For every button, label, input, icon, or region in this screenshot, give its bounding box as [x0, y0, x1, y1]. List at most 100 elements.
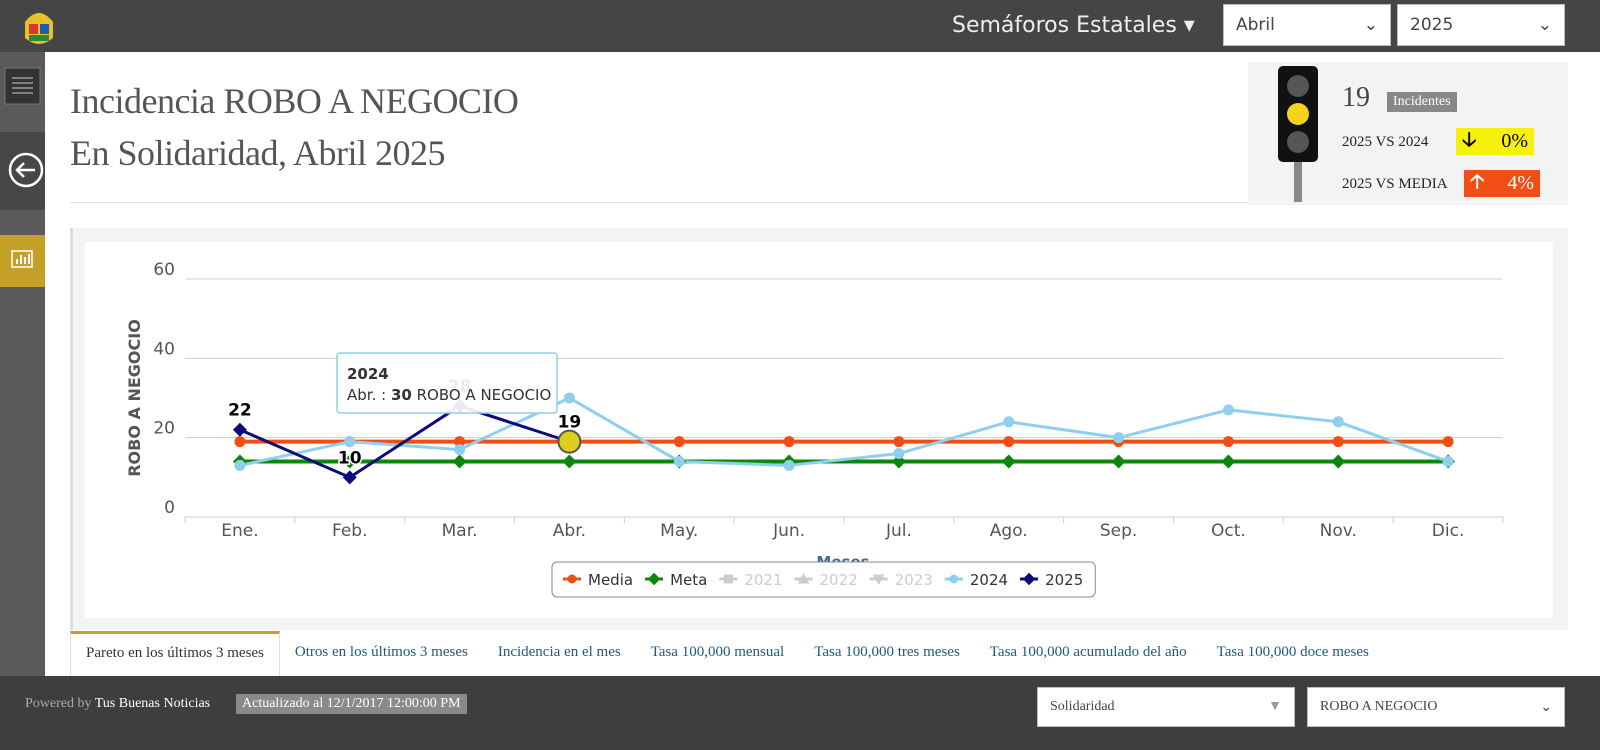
tab[interactable]: Incidencia en el mes: [497, 644, 621, 660]
data-point: [893, 448, 905, 460]
data-point: [1001, 454, 1016, 469]
top-bar: Semáforos Estatales ▾ Abril ⌄ 2025 ⌄: [0, 0, 1600, 52]
data-point: [234, 436, 246, 448]
legend: Media Meta 2021 2022 2023 2024 2025: [551, 561, 1096, 598]
y-tick-label: 40: [153, 339, 175, 359]
crime-select[interactable]: ROBO A NEGOCIO ⌄: [1307, 687, 1565, 727]
legend-label: 2021: [744, 571, 782, 589]
tab[interactable]: Pareto en los últimos 3 meses: [70, 631, 280, 676]
data-point: [1222, 436, 1234, 448]
chart-button[interactable]: [0, 235, 45, 287]
data-point: [1003, 416, 1015, 428]
y-tick-label: 60: [153, 260, 175, 280]
data-point: [1442, 436, 1454, 448]
tooltip: 2024 Abr. : 30 ROBO A NEGOCIO: [336, 352, 558, 414]
data-point: [454, 436, 466, 448]
data-point: [342, 470, 357, 485]
tab[interactable]: Otros en los últimos 3 meses: [294, 644, 468, 660]
y-axis-label: ROBO A NEGOCIO: [125, 319, 144, 477]
subtitle: En Solidaridad, Abril 2025: [70, 133, 445, 173]
chart-card: 0 20 40 60 Ene. Feb. Mar. Abr. May. Jun. Jul. Ago. S…: [85, 242, 1553, 618]
legend-label: 2024: [970, 571, 1008, 589]
x-tick-label: Dic.: [1432, 521, 1465, 541]
tooltip-part: Abr.: [347, 386, 376, 404]
chart: 0 20 40 60 Ene. Feb. Mar. Abr. May. Jun. Jul. Ago. S…: [125, 260, 1504, 598]
data-point: [452, 454, 467, 469]
menu-button[interactable]: [4, 67, 41, 105]
place-select[interactable]: Solidaridad ▼: [1037, 687, 1295, 727]
legend-label: 2025: [1045, 571, 1083, 589]
vs-prev-label: 2025 VS 2024: [1342, 134, 1429, 150]
selected-point: [557, 429, 582, 454]
sidebar-icons: [0, 67, 45, 287]
tab[interactable]: Tasa 100,000 doce meses: [1216, 644, 1369, 660]
data-point: [232, 422, 247, 437]
data-point: [673, 436, 685, 448]
x-tick-label: Oct.: [1211, 521, 1246, 541]
x-tick-label: Sep.: [1100, 521, 1137, 541]
data-label: 19: [558, 413, 582, 433]
legend-marker: [647, 572, 661, 586]
data-point: [1003, 436, 1015, 448]
x-tick-label: Feb.: [332, 521, 368, 541]
traffic-light: [1278, 66, 1318, 202]
month-value: Abril: [1236, 15, 1275, 35]
data-point: [1222, 404, 1234, 416]
updated: Actualizado al 12/1/2017 12:00:00 PM: [236, 694, 467, 714]
tab[interactable]: Tasa 100,000 acumulado del año: [989, 644, 1187, 660]
data-label: 10: [338, 448, 362, 468]
month-select[interactable]: Abril ⌄: [1223, 4, 1391, 46]
legend-label: Media: [588, 571, 633, 589]
legend-box: [551, 561, 1096, 598]
data-label: 22: [228, 401, 252, 421]
x-tick-label: Abr.: [553, 521, 586, 541]
tab[interactable]: Tasa 100,000 mensual: [650, 644, 785, 660]
data-point: [783, 436, 795, 448]
data-point: [342, 454, 357, 469]
series-line: [239, 396, 1449, 467]
x-tick-label: Mar.: [442, 521, 478, 541]
year-select[interactable]: 2025 ⌄: [1397, 4, 1565, 46]
sidebar: [0, 52, 45, 676]
tooltip-part: ROBO A NEGOCIO: [417, 386, 552, 404]
tooltip-part: 30: [391, 386, 412, 404]
data-point: [454, 444, 466, 456]
tab[interactable]: Tasa 100,000 tres meses: [814, 644, 960, 660]
x-tick-label: Jul.: [885, 521, 912, 541]
title: Incidencia ROBO A NEGOCIO: [70, 81, 519, 121]
menu-title[interactable]: Semáforos Estatales ▾: [952, 13, 1195, 38]
data-point: [1111, 454, 1126, 469]
logo: [25, 13, 53, 44]
legend-marker: [949, 574, 959, 584]
data-point: [1332, 416, 1344, 428]
divider: [70, 202, 1248, 203]
brand[interactable]: Tus Buenas Noticias: [94, 696, 211, 711]
data-point: [1221, 454, 1236, 469]
vs-mean-badge: 🡡 4%: [1464, 170, 1540, 197]
tooltip-series: 2024: [347, 365, 389, 383]
count: 19: [1342, 82, 1370, 113]
x-tick-label: Ene.: [221, 521, 258, 541]
place-value: Solidaridad: [1050, 699, 1115, 714]
data-point: [1113, 432, 1125, 444]
series-line: [239, 404, 570, 480]
legend-marker: [723, 574, 733, 584]
vs-prev-badge: 🡣 0%: [1456, 128, 1534, 155]
legend-label: Meta: [670, 571, 707, 589]
summary-panel: 19 Incidentes 2025 VS 2024 🡣 0% 2025 VS M…: [1248, 62, 1568, 205]
vs-mean: 4%: [1507, 172, 1534, 194]
legend-marker: [872, 574, 885, 585]
tabs: Pareto en los últimos 3 meses Otros en lo…: [70, 631, 1384, 676]
data-point: [1331, 454, 1346, 469]
vs-prev: 0%: [1501, 130, 1528, 152]
tooltip-box: [336, 352, 558, 414]
powered-by: Powered by Tus Buenas Noticias: [25, 696, 210, 712]
vs-mean-label: 2025 VS MEDIA: [1342, 176, 1448, 192]
data-point: [1442, 455, 1454, 467]
data-point: [891, 454, 906, 469]
legend-marker: [797, 573, 810, 584]
data-point: [562, 454, 577, 469]
y-tick-label: 0: [164, 498, 175, 518]
powered-text: Powered by: [25, 696, 92, 711]
